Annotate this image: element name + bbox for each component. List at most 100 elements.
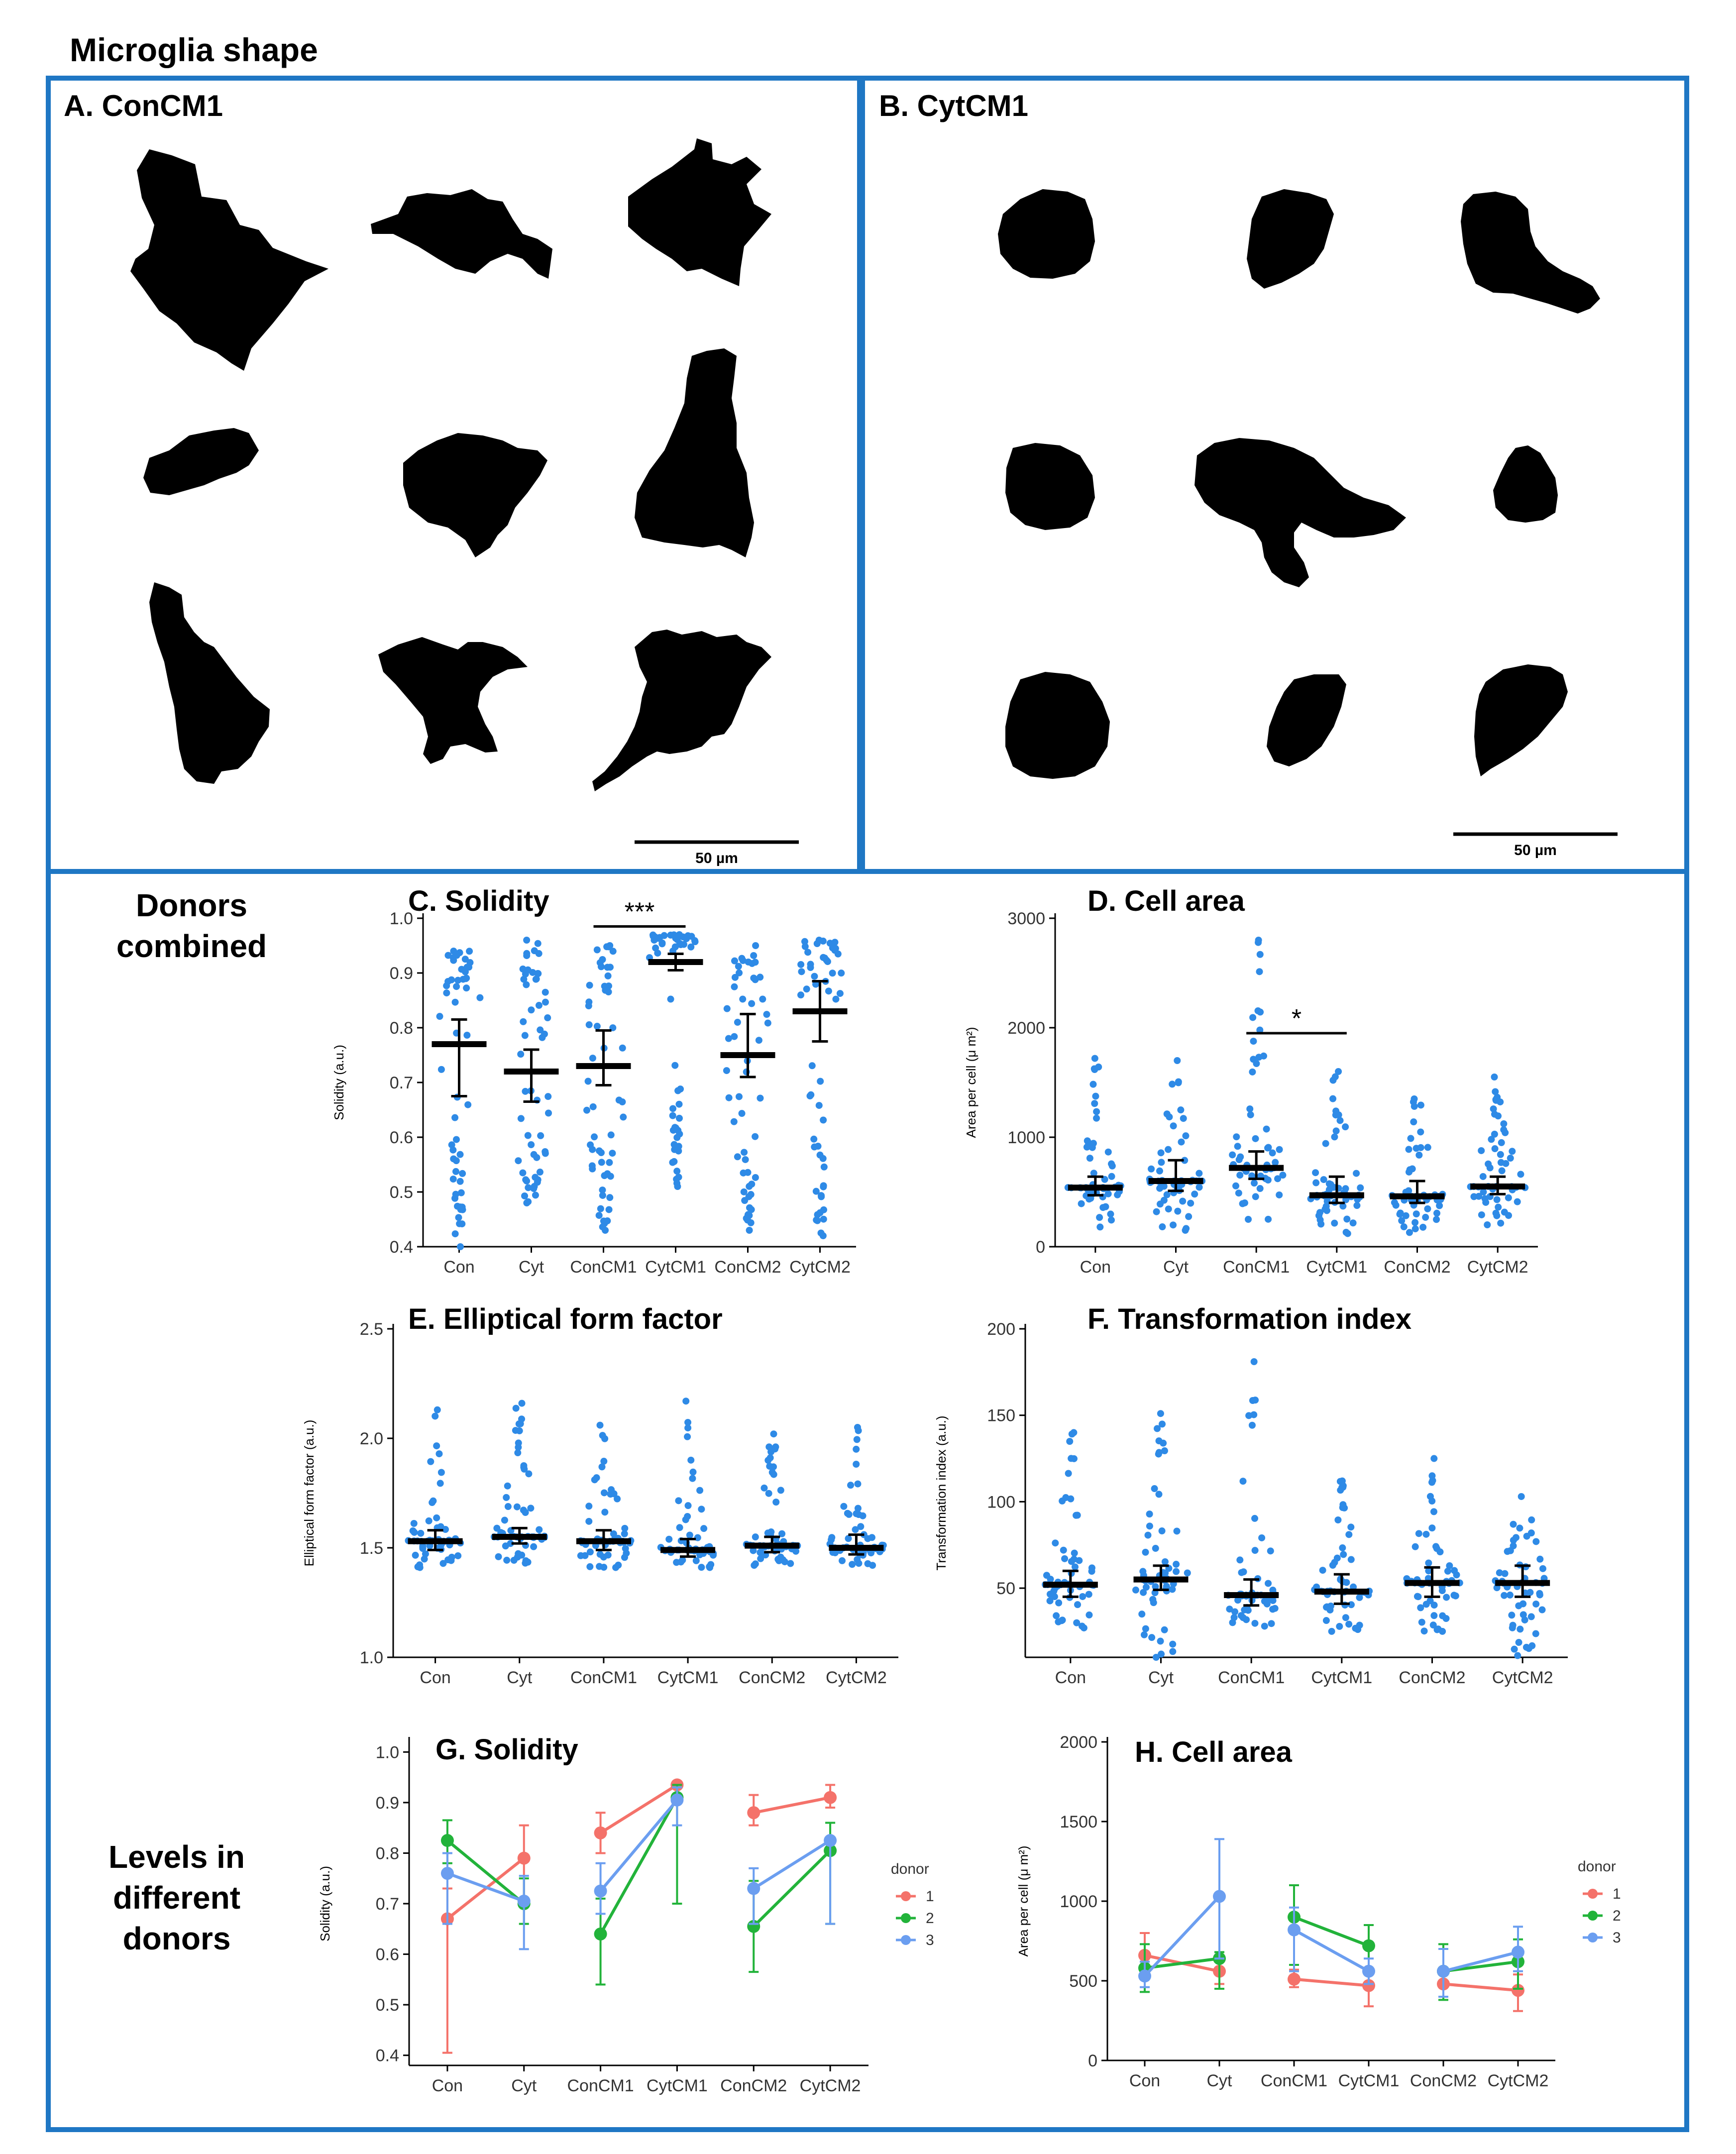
- cell-shape-b6: [1493, 445, 1558, 523]
- data-point: [518, 1400, 526, 1407]
- x-tick-label: CytCM2: [1488, 2071, 1549, 2090]
- y-tick-label: 0: [1036, 1238, 1045, 1257]
- cell-shape-a7: [149, 582, 270, 784]
- data-point: [621, 1530, 628, 1537]
- data-point: [466, 948, 473, 955]
- data-point: [1497, 1151, 1504, 1158]
- data-point: [542, 988, 549, 996]
- data-point: [684, 1502, 692, 1509]
- data-point: [1331, 1559, 1338, 1566]
- data-point: [1508, 1612, 1516, 1619]
- data-point: [1073, 1619, 1081, 1626]
- data-point: [819, 937, 827, 945]
- legend-label: 2: [926, 1910, 934, 1927]
- data-point: [1157, 1637, 1164, 1645]
- data-point: [1488, 1136, 1495, 1143]
- legend-marker: [1588, 1933, 1598, 1942]
- data-point: [1342, 1229, 1350, 1236]
- scale-bar-a-label: 50 µm: [695, 850, 738, 866]
- data-point: [586, 1563, 594, 1570]
- data-point: [521, 1192, 529, 1199]
- data-point: [735, 1093, 743, 1100]
- x-tick-label: Cyt: [507, 1668, 533, 1687]
- data-point: [1085, 1139, 1092, 1147]
- data-point: [764, 1457, 772, 1464]
- x-tick-label: ConCM2: [720, 2076, 787, 2095]
- data-point: [600, 1553, 607, 1561]
- data-point: [1173, 1561, 1180, 1568]
- data-point: [585, 998, 593, 1006]
- data-point: [1152, 1545, 1159, 1552]
- data-point: [658, 939, 666, 947]
- data-point: [433, 1514, 440, 1521]
- data-point: [1356, 1594, 1363, 1601]
- data-point: [1340, 1551, 1347, 1558]
- data-point: [651, 936, 658, 944]
- data-point: [606, 1194, 614, 1201]
- data-point: [432, 1412, 439, 1420]
- data-point: [1336, 1622, 1343, 1630]
- data-point: [593, 1023, 601, 1030]
- data-point: [1180, 1115, 1187, 1122]
- data-point: [673, 1134, 681, 1141]
- data-point: [1430, 1612, 1438, 1619]
- series-point: [1512, 1945, 1524, 1959]
- data-point: [1251, 1180, 1258, 1187]
- series-line: [753, 1839, 831, 1890]
- data-point: [738, 1110, 746, 1117]
- data-point: [1502, 1160, 1510, 1167]
- chart-title: D. Cell area: [1087, 885, 1245, 917]
- data-point: [864, 1560, 871, 1567]
- data-point: [1410, 1118, 1417, 1126]
- data-point: [1514, 1198, 1521, 1205]
- data-point: [1347, 1556, 1355, 1563]
- data-point: [1061, 1555, 1069, 1562]
- data-point: [1243, 1616, 1250, 1623]
- legend-title: donor: [1578, 1858, 1616, 1875]
- x-tick-label: CytCM2: [826, 1668, 887, 1687]
- data-point: [857, 1523, 865, 1530]
- data-point: [1256, 1026, 1264, 1034]
- x-tick-label: CytCM2: [800, 2076, 861, 2095]
- data-point: [520, 1507, 527, 1514]
- data-point: [673, 1180, 681, 1187]
- data-point: [412, 1551, 419, 1559]
- data-point: [1317, 1220, 1325, 1228]
- data-point: [852, 1526, 859, 1533]
- data-point: [750, 1547, 757, 1554]
- data-point: [1079, 1593, 1086, 1600]
- data-point: [1169, 1648, 1177, 1655]
- data-point: [1154, 1425, 1161, 1432]
- data-point: [687, 1456, 695, 1464]
- data-point: [583, 1106, 591, 1114]
- data-point: [768, 1469, 776, 1476]
- data-point: [530, 1185, 538, 1192]
- data-point: [527, 1505, 535, 1512]
- series-point: [1288, 1972, 1301, 1986]
- data-point: [449, 1176, 457, 1183]
- data-point: [1430, 1455, 1438, 1462]
- data-point: [1177, 1106, 1185, 1114]
- data-point: [770, 1430, 777, 1438]
- data-point: [669, 1126, 677, 1134]
- data-point: [1526, 1589, 1534, 1596]
- x-tick-label: ConCM2: [1399, 1668, 1465, 1687]
- data-point: [619, 1044, 626, 1052]
- legend-label: 2: [1613, 1908, 1621, 1924]
- legend-title: donor: [891, 1861, 929, 1877]
- data-point: [1422, 1213, 1429, 1221]
- chart-title: H. Cell area: [1135, 1736, 1293, 1768]
- scale-bar-b-label: 50 µm: [1514, 842, 1557, 859]
- data-point: [1517, 1171, 1524, 1178]
- data-point: [1265, 1580, 1272, 1587]
- cell-shape-a5: [403, 433, 547, 557]
- data-point: [522, 1557, 530, 1565]
- data-point: [1268, 1620, 1275, 1627]
- y-tick-label: 1.0: [360, 1648, 383, 1667]
- data-point: [797, 991, 805, 999]
- data-point: [596, 1147, 603, 1155]
- data-point: [1496, 1569, 1503, 1577]
- data-point: [1244, 1607, 1252, 1614]
- significance-label: ***: [625, 898, 655, 927]
- data-point: [1415, 1151, 1423, 1159]
